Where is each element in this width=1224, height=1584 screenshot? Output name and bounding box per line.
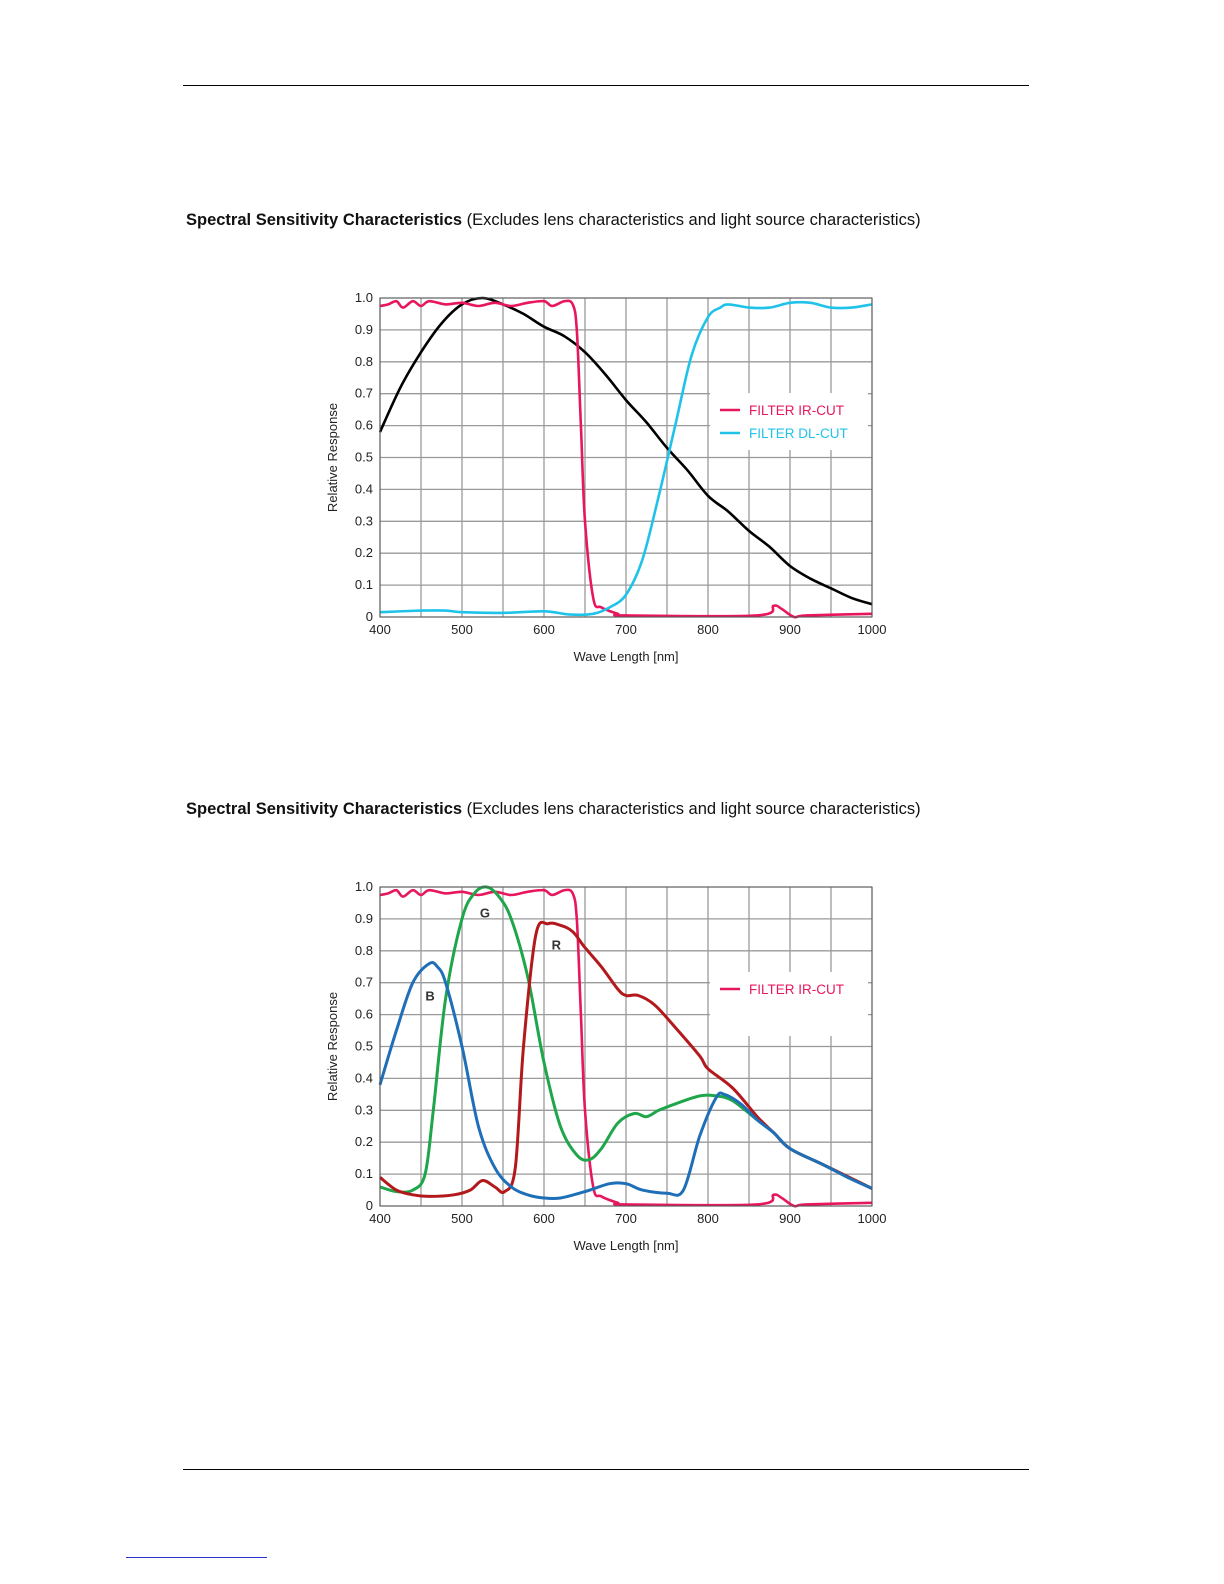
y-tick-label: 0.5 (355, 450, 373, 465)
footer-link[interactable] (126, 1557, 267, 1558)
legend-box (710, 393, 868, 450)
y-tick-label: 0.1 (355, 577, 373, 592)
series-line-r (379, 920, 873, 1198)
y-tick-label: 1.0 (355, 879, 373, 894)
x-tick-label: 800 (697, 622, 719, 637)
series-line-g (379, 885, 873, 1194)
curve-label: B (425, 988, 434, 1003)
x-tick-label: 900 (779, 1211, 801, 1226)
plot-frame (379, 297, 873, 618)
header-rule (183, 85, 1029, 86)
section-title-note: (Excludes lens characteristics and light… (462, 211, 921, 229)
legend-label: FILTER IR-CUT (749, 982, 844, 997)
curve-label: R (552, 937, 562, 952)
x-tick-label: 500 (451, 622, 473, 637)
y-tick-label: 0.3 (355, 513, 373, 528)
series-line-filter-dl-cut (379, 300, 873, 617)
y-tick-label: 0.8 (355, 943, 373, 958)
x-tick-label: 400 (369, 1211, 391, 1226)
section-title-note: (Excludes lens characteristics and light… (462, 800, 921, 818)
y-tick-label: 0.3 (355, 1102, 373, 1117)
y-tick-label: 0 (366, 609, 373, 624)
x-tick-label: 500 (451, 1211, 473, 1226)
legend-box (710, 972, 868, 1036)
x-tick-label: 900 (779, 622, 801, 637)
curve-label: G (480, 906, 490, 921)
footer-rule (183, 1469, 1029, 1470)
y-tick-label: 0.9 (355, 322, 373, 337)
series-line-b (378, 961, 873, 1201)
x-tick-label: 1000 (858, 622, 887, 637)
y-tick-label: 1.0 (355, 290, 373, 305)
y-tick-label: 0 (366, 1198, 373, 1213)
legend-label: FILTER IR-CUT (749, 403, 844, 418)
y-tick-label: 0.5 (355, 1039, 373, 1054)
x-axis-label: Wave Length [nm] (573, 1238, 678, 1253)
spectral-chart-filters: 0 0.1 0.2 0.3 0.4 0.5 0.6 0.7 0.8 0.9 1.0 400 500 600… (325, 290, 887, 664)
y-tick-label: 0.8 (355, 354, 373, 369)
y-tick-label: 0.9 (355, 911, 373, 926)
y-tick-label: 0.2 (355, 545, 373, 560)
x-tick-label: 600 (533, 1211, 555, 1226)
x-tick-label: 700 (615, 1211, 637, 1226)
series-line-filter-ir-cut (379, 299, 873, 619)
y-tick-label: 0.1 (355, 1166, 373, 1181)
series-line-ir-cut (379, 888, 873, 1208)
y-tick-label: 0.4 (355, 1070, 373, 1085)
section-title-2: Spectral Sensitivity Characteristics (Ex… (186, 800, 921, 819)
spectral-chart-rgb: 0 0.1 0.2 0.3 0.4 0.5 0.6 0.7 0.8 0.9 1.0 400 500 600… (325, 879, 887, 1253)
y-tick-label: 0.7 (355, 975, 373, 990)
section-title-bold: Spectral Sensitivity Characteristics (186, 211, 463, 229)
y-tick-label: 0.6 (355, 1007, 373, 1022)
y-tick-label: 0.7 (355, 386, 373, 401)
y-tick-label: 0.4 (355, 481, 373, 496)
x-tick-label: 400 (369, 622, 391, 637)
x-tick-label: 600 (533, 622, 555, 637)
x-tick-label: 800 (697, 1211, 719, 1226)
y-tick-label: 0.6 (355, 418, 373, 433)
x-axis-label: Wave Length [nm] (573, 649, 678, 664)
series-line-sensor-response (378, 296, 873, 606)
y-axis-label: Relative Response (325, 992, 340, 1101)
section-title-1: Spectral Sensitivity Characteristics (Ex… (186, 211, 921, 230)
legend-label: FILTER DL-CUT (749, 426, 848, 441)
plot-frame (379, 886, 873, 1207)
x-tick-label: 700 (615, 622, 637, 637)
y-tick-label: 0.2 (355, 1134, 373, 1149)
y-axis-label: Relative Response (325, 403, 340, 512)
x-tick-label: 1000 (858, 1211, 887, 1226)
section-title-bold: Spectral Sensitivity Characteristics (186, 800, 463, 818)
